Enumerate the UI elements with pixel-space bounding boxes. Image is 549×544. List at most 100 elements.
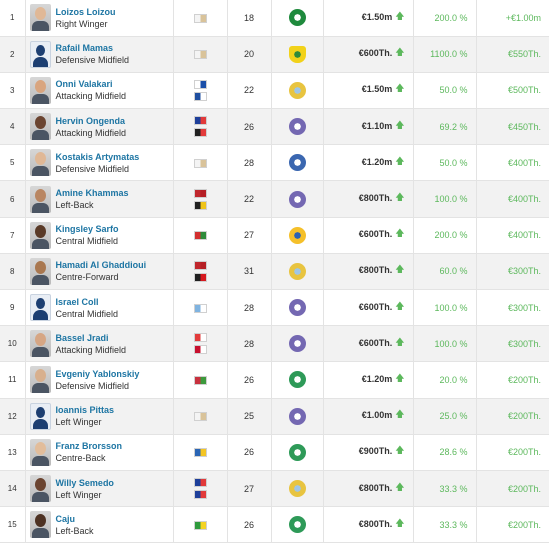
rank-number: 11 <box>8 375 17 385</box>
player-position: Left Winger <box>55 417 102 428</box>
player-position: Attacking Midfield <box>55 91 127 102</box>
market-value: €600Th. <box>358 48 393 59</box>
market-value-cell: €600Th. 🡅 <box>322 325 413 363</box>
arrow-up-icon: 🡅 <box>395 47 405 58</box>
arrow-up-icon: 🡅 <box>395 517 405 528</box>
player-name-link[interactable]: Onni Valakari <box>55 79 113 90</box>
nationality-cell <box>172 253 227 291</box>
player-photo <box>29 257 51 285</box>
player-name-link[interactable]: Evgeniy Yablonskiy <box>55 368 140 379</box>
player-cell: Willy Semedo Left Winger <box>24 470 173 508</box>
percent-change: 50.0 % <box>439 157 468 168</box>
club-cell <box>270 217 323 254</box>
value-difference: +€1.00m <box>505 12 541 23</box>
player-name-link[interactable]: Caju <box>55 513 76 524</box>
club-crest-icon[interactable] <box>288 443 306 461</box>
percent-change-cell: 200.0 % <box>412 217 476 254</box>
rank-number: 8 <box>10 266 15 276</box>
player-photo <box>29 221 51 249</box>
player-name-link[interactable]: Franz Brorsson <box>55 441 123 452</box>
nationality-flag-icon <box>193 231 207 241</box>
club-cell <box>270 144 323 182</box>
club-crest-icon[interactable] <box>288 9 306 27</box>
age-cell: 27 <box>226 217 271 254</box>
percent-change: 60.0 % <box>439 266 468 277</box>
player-name-link[interactable]: Ioannis Pittas <box>55 405 115 416</box>
club-crest-icon[interactable] <box>288 335 306 353</box>
rank-number: 3 <box>10 85 15 95</box>
player-position: Attacking Midfield <box>55 344 127 355</box>
club-crest-icon[interactable] <box>288 480 306 498</box>
player-name-link[interactable]: Bassel Jradi <box>55 332 109 343</box>
market-value: €1.00m <box>361 410 393 421</box>
table-row: 4 Hervin Ongenda Attacking Midfield 26 €… <box>0 108 549 146</box>
market-value: €1.20m <box>361 373 393 384</box>
market-value: €600Th. <box>358 301 393 312</box>
club-crest-icon[interactable] <box>288 190 306 208</box>
age-cell: 26 <box>226 361 271 399</box>
player-cell: Loizos Loizou Right Winger <box>24 0 173 37</box>
club-crest-icon[interactable] <box>288 262 306 280</box>
table-row: 6 Amine Khammas Left-Back 22 €800Th. 🡅 10… <box>0 180 549 218</box>
age-cell: 26 <box>226 434 271 471</box>
player-name-link[interactable]: Willy Semedo <box>55 477 114 488</box>
arrow-up-icon: 🡅 <box>395 83 405 94</box>
nationality-flag-icon <box>193 200 207 210</box>
market-value-cell: €600Th. 🡅 <box>322 36 413 73</box>
rank-cell: 11 <box>0 361 25 399</box>
player-cell: Evgeniy Yablonskiy Defensive Midfield <box>24 361 173 399</box>
player-name-link[interactable]: Israel Coll <box>55 296 99 307</box>
nationality-cell <box>172 434 227 471</box>
rank-cell: 3 <box>0 72 25 110</box>
player-name-link[interactable]: Hamadi Al Ghaddioui <box>55 260 147 271</box>
percent-change-cell: 50.0 % <box>412 144 476 182</box>
club-crest-icon[interactable] <box>288 371 306 389</box>
player-cell: Ioannis Pittas Left Winger <box>24 398 173 435</box>
age-cell: 22 <box>226 72 271 110</box>
player-name-link[interactable]: Rafail Mamas <box>55 43 114 54</box>
rank-cell: 7 <box>0 217 25 254</box>
player-name-link[interactable]: Hervin Ongenda <box>55 115 126 126</box>
arrow-up-icon: 🡅 <box>395 155 405 166</box>
value-difference-cell: +€1.00m <box>475 0 549 37</box>
player-name-link[interactable]: Loizos Loizou <box>55 6 116 17</box>
percent-change: 200.0 % <box>434 12 468 23</box>
club-crest-icon[interactable] <box>288 407 306 425</box>
value-difference-cell: €300Th. <box>475 253 549 291</box>
player-position: Left-Back <box>55 525 94 536</box>
player-name-link[interactable]: Kingsley Sarfo <box>55 224 119 235</box>
market-value-cell: €600Th. 🡅 <box>322 217 413 254</box>
player-name-link[interactable]: Kostakis Artymatas <box>55 151 140 162</box>
club-cell <box>270 506 323 544</box>
rank-cell: 14 <box>0 470 25 508</box>
player-name-link[interactable]: Amine Khammas <box>55 188 129 199</box>
club-crest-icon[interactable] <box>288 226 306 244</box>
market-value: €1.20m <box>361 156 393 167</box>
player-position: Centre-Back <box>55 453 106 464</box>
percent-change-cell: 100.0 % <box>412 289 476 327</box>
club-crest-icon[interactable] <box>288 45 306 63</box>
age-cell: 22 <box>226 180 271 218</box>
rank-cell: 13 <box>0 434 25 471</box>
value-difference-cell: €300Th. <box>475 325 549 363</box>
rank-number: 7 <box>10 230 15 240</box>
market-value: €800Th. <box>358 518 393 529</box>
nationality-flag-icon <box>193 376 207 386</box>
club-crest-icon[interactable] <box>288 81 306 99</box>
table-row: 9 Israel Coll Central Midfield 28 €600Th… <box>0 289 549 327</box>
club-crest-icon[interactable] <box>288 154 306 172</box>
rank-cell: 8 <box>0 253 25 291</box>
table-row: 1 Loizos Loizou Right Winger 18 €1.50m 🡅 … <box>0 0 549 37</box>
market-value-cell: €1.20m 🡅 <box>322 144 413 182</box>
club-cell <box>270 470 323 508</box>
nationality-cell <box>172 144 227 182</box>
player-age: 25 <box>243 411 254 422</box>
market-value: €600Th. <box>358 229 393 240</box>
club-crest-icon[interactable] <box>288 299 306 317</box>
percent-change: 25.0 % <box>439 411 468 422</box>
market-value-cell: €1.50m 🡅 <box>322 72 413 110</box>
club-crest-icon[interactable] <box>288 118 306 136</box>
club-crest-icon[interactable] <box>288 516 306 534</box>
table-row: 8 Hamadi Al Ghaddioui Centre-Forward 31 … <box>0 253 549 291</box>
